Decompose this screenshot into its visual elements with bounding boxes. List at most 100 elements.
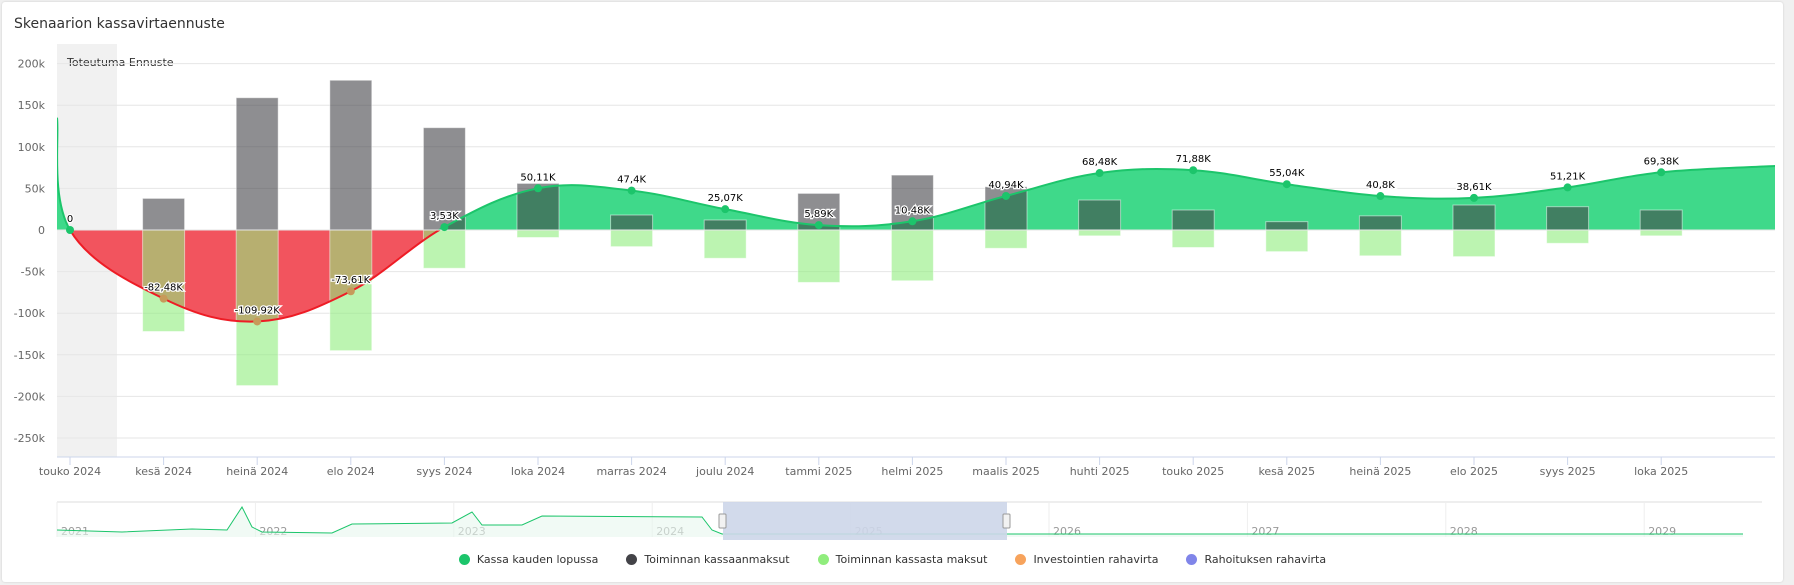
y-tick-label: -200k xyxy=(14,390,46,403)
data-label: 40,94K xyxy=(988,180,1024,191)
outflow-bar xyxy=(610,229,654,248)
legend-dot-investing xyxy=(1015,554,1027,565)
cash-point xyxy=(627,186,636,195)
x-tick-label: touko 2025 xyxy=(1162,465,1224,478)
outflow-bar xyxy=(1078,229,1122,237)
x-tick-label: elo 2025 xyxy=(1450,465,1498,478)
cash-point xyxy=(1095,169,1104,178)
cash-point xyxy=(253,317,262,326)
navigator-line xyxy=(56,505,1743,535)
x-tick-label: helmi 2025 xyxy=(881,465,943,478)
cash-point xyxy=(814,221,823,230)
cash-point xyxy=(1657,168,1666,177)
x-tick-label: kesä 2025 xyxy=(1258,465,1315,478)
data-label: 47,4K xyxy=(617,175,646,186)
x-tick-label: heinä 2024 xyxy=(226,465,288,478)
cash-point xyxy=(534,184,542,193)
chart-title: Skenaarion kassavirtaennuste xyxy=(14,16,225,32)
data-label: 38,61K xyxy=(1456,182,1492,193)
y-tick-label: 150k xyxy=(18,99,46,112)
data-label: 71,88K xyxy=(1176,154,1212,165)
legend-dot-inflows xyxy=(626,554,638,565)
data-label: 3,53K xyxy=(430,211,459,222)
cash-point xyxy=(908,217,917,226)
navigator-handle-left[interactable] xyxy=(718,513,727,529)
cash-point xyxy=(1376,192,1385,201)
legend-dot-outflows xyxy=(817,554,829,565)
data-label: -82,48K xyxy=(144,283,183,294)
inflow-bar xyxy=(1078,199,1122,231)
legend-item-outflows[interactable]: Toiminnan kassasta maksut xyxy=(817,553,988,566)
navigator-area xyxy=(57,507,1743,537)
x-tick-label: tammi 2025 xyxy=(785,465,852,478)
inflow-bar xyxy=(1546,206,1590,231)
inflow-bar xyxy=(235,97,279,231)
inflow-bar xyxy=(1358,215,1402,231)
data-label: 55,04K xyxy=(1269,168,1305,179)
y-tick-label: -150k xyxy=(14,349,46,362)
x-tick-label: loka 2024 xyxy=(511,465,565,478)
cash-point xyxy=(1002,191,1010,200)
cash-point xyxy=(1470,193,1478,202)
outflow-bar xyxy=(1639,229,1683,237)
outflow-bar xyxy=(142,229,186,333)
x-tick-label: kesä 2024 xyxy=(135,465,192,478)
data-label: -73,61K xyxy=(331,275,370,286)
cash-point xyxy=(66,226,74,234)
legend-item-inflows[interactable]: Toiminnan kassaanmaksut xyxy=(626,553,790,566)
y-tick-label: 50k xyxy=(25,182,46,195)
outflow-bar xyxy=(1452,229,1496,258)
inflow-bar xyxy=(422,127,466,231)
x-tick-label: huhti 2025 xyxy=(1070,465,1130,478)
inflow-bar xyxy=(1265,221,1309,231)
x-tick-label: elo 2024 xyxy=(327,465,375,478)
outflow-bar xyxy=(984,229,1028,249)
legend-item-cash[interactable]: Kassa kauden lopussa xyxy=(458,553,599,566)
cash-point xyxy=(440,223,449,232)
x-tick-label: touko 2024 xyxy=(39,465,101,478)
legend-label: Kassa kauden lopussa xyxy=(476,553,599,566)
inflow-bar xyxy=(329,79,373,231)
inflow-bar xyxy=(703,219,747,231)
cash-point xyxy=(1189,166,1198,175)
x-tick-label: heinä 2025 xyxy=(1349,465,1411,478)
inflow-bar xyxy=(984,186,1028,231)
legend-label: Toiminnan kassaanmaksut xyxy=(644,553,790,566)
inflow-bar xyxy=(1171,209,1215,231)
legend-label: Investointien rahavirta xyxy=(1033,553,1159,566)
data-label: 68,48K xyxy=(1082,157,1118,168)
x-tick-label: joulu 2024 xyxy=(695,465,754,478)
y-tick-label: -100k xyxy=(14,307,46,320)
legend-label: Rahoituksen rahavirta xyxy=(1204,553,1327,566)
legend-item-financing[interactable]: Rahoituksen rahavirta xyxy=(1186,553,1326,566)
y-tick-label: 100k xyxy=(18,141,46,154)
cash-point xyxy=(346,287,355,296)
outflow-bar xyxy=(797,229,841,283)
x-tick-label: marras 2024 xyxy=(596,465,666,478)
legend: Kassa kauden lopussa Toiminnan kassaanma… xyxy=(2,553,1783,566)
cash-point xyxy=(1282,180,1291,189)
legend-label: Toiminnan kassasta maksut xyxy=(835,553,988,566)
data-label: 0 xyxy=(67,214,73,225)
cash-point xyxy=(721,205,730,214)
data-label: 51,21K xyxy=(1550,171,1586,182)
x-tick-label: loka 2025 xyxy=(1634,465,1688,478)
inflow-bar xyxy=(1452,204,1496,231)
legend-item-investing[interactable]: Investointien rahavirta xyxy=(1015,553,1158,566)
main-chart: Toteutuma Ennuste 200k 150k 100k 50k 0 -50k -1… xyxy=(14,44,1775,540)
navigator-selection xyxy=(723,502,1007,540)
inflow-bar xyxy=(142,197,186,231)
legend-dot-cash xyxy=(458,554,470,565)
navigator-handle-right[interactable] xyxy=(1002,513,1011,529)
inflow-bar xyxy=(1639,209,1683,231)
outflow-bar xyxy=(1265,229,1309,253)
outflow-bar xyxy=(890,229,934,282)
data-label: 50,11K xyxy=(520,172,556,183)
cash-point xyxy=(159,294,168,303)
legend-dot-financing xyxy=(1186,554,1198,565)
outflow-bar xyxy=(516,229,560,238)
cash-point xyxy=(1563,183,1572,192)
outflow-bar xyxy=(1546,229,1590,244)
data-label: -109,92K xyxy=(235,305,281,316)
